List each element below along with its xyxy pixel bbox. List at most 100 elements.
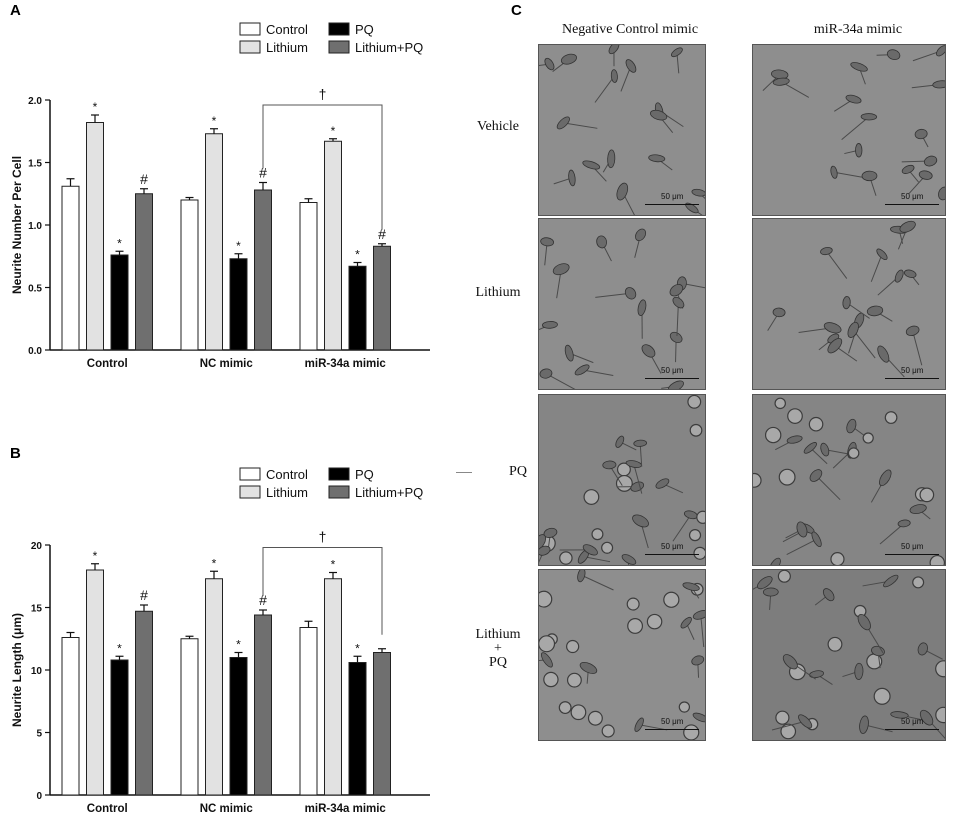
significance-mark: *	[212, 114, 217, 128]
bar	[255, 190, 272, 350]
cell-body-round	[831, 553, 844, 565]
bar	[230, 259, 247, 350]
scale-bar	[645, 378, 699, 379]
y-tick-label: 1.0	[28, 221, 42, 232]
scale-bar	[645, 729, 699, 730]
bar	[206, 579, 223, 795]
significance-mark: #	[140, 171, 148, 187]
cell-body-round	[627, 598, 639, 610]
significance-mark: *	[236, 239, 241, 253]
micrograph-texture	[753, 395, 945, 565]
cell-body-round	[628, 619, 643, 634]
row-label-line: PQ	[458, 656, 538, 670]
legend-swatch	[329, 23, 349, 35]
panel-letter-c: C	[511, 2, 522, 19]
bar	[62, 186, 79, 350]
cell-body-round	[809, 418, 822, 431]
cell-body-round	[664, 592, 679, 607]
cell-body-round	[874, 688, 890, 704]
bar	[87, 123, 104, 351]
y-axis-label: Neurite Length (μm)	[10, 613, 24, 727]
cell-body-round	[684, 725, 699, 740]
row-label-line: Lithium	[458, 628, 538, 642]
y-tick-label: 0	[36, 791, 42, 802]
y-tick-label: 0.5	[28, 284, 42, 295]
legend-swatch	[240, 23, 260, 35]
bar	[136, 611, 153, 795]
micrograph: 50 μm	[538, 218, 706, 390]
significance-mark: *	[331, 124, 336, 138]
x-tick-label: Control	[87, 803, 128, 815]
chart-neurite-number: ControlLithiumPQLithium+PQ0.00.51.01.52.…	[0, 10, 460, 390]
micrograph-texture	[539, 570, 705, 740]
bar	[374, 246, 391, 350]
cell-body-round	[647, 614, 661, 628]
cell-body-round	[560, 552, 572, 564]
cell-body-round	[848, 448, 858, 458]
cell-body	[855, 143, 862, 157]
scale-label: 50 μm	[661, 192, 683, 201]
row-label: Vehicle	[458, 120, 538, 134]
y-tick-label: 15	[31, 604, 43, 615]
cell-body-round	[539, 636, 554, 652]
cell-body-round	[779, 469, 795, 485]
bar	[181, 639, 198, 795]
significance-mark: #	[140, 587, 148, 603]
bar	[181, 200, 198, 350]
column-header: miR-34a mimic	[748, 22, 964, 38]
scale-bar	[885, 378, 939, 379]
bar	[325, 579, 342, 795]
significance-mark: *	[93, 100, 98, 114]
bar	[111, 255, 128, 350]
scale-bar	[885, 204, 939, 205]
legend-swatch	[329, 486, 349, 498]
significance-mark: *	[355, 641, 360, 655]
significance-mark: *	[93, 549, 98, 563]
cell-body-round	[778, 570, 790, 582]
significance-bracket	[263, 548, 382, 635]
cell-body-round	[936, 707, 945, 722]
chart-neurite-length: ControlLithiumPQLithium+PQ05101520Neurit…	[0, 455, 460, 835]
cell-body-round	[589, 711, 603, 725]
scale-label: 50 μm	[661, 366, 683, 375]
cell-body-round	[617, 476, 633, 492]
cell-body-round	[775, 398, 785, 408]
micrograph: 50 μm	[752, 44, 946, 216]
row-label-dash	[456, 472, 472, 473]
bar	[300, 628, 317, 796]
cell-body-round	[602, 725, 614, 737]
scale-label: 50 μm	[661, 717, 683, 726]
cell-body-round	[885, 412, 897, 424]
bar	[255, 615, 272, 795]
bar	[325, 141, 342, 350]
micrograph: 50 μm	[538, 394, 706, 566]
x-tick-label: miR-34a mimic	[305, 803, 387, 815]
cell-body-round	[568, 673, 582, 687]
legend-swatch	[240, 486, 260, 498]
cell-body-round	[559, 702, 571, 714]
x-tick-label: miR-34a mimic	[305, 358, 387, 370]
scale-label: 50 μm	[901, 542, 923, 551]
cell-body	[862, 171, 877, 181]
significance-mark: *	[117, 641, 122, 655]
y-tick-label: 10	[31, 666, 43, 677]
legend-label: Lithium	[266, 485, 308, 500]
cell-body-round	[913, 577, 924, 588]
legend-swatch	[240, 41, 260, 53]
y-tick-label: 20	[31, 541, 43, 552]
cell-body-round	[539, 591, 552, 607]
cell-body-round	[690, 530, 701, 541]
scale-label: 50 μm	[661, 542, 683, 551]
y-tick-label: 0.0	[28, 346, 42, 357]
x-tick-label: NC mimic	[200, 803, 254, 815]
micrograph: 50 μm	[752, 394, 946, 566]
scale-label: 50 μm	[901, 366, 923, 375]
micrograph: 50 μm	[752, 218, 946, 390]
significance-mark: *	[331, 558, 336, 572]
micrograph-texture	[753, 45, 945, 215]
micrograph-texture	[539, 219, 705, 389]
scale-bar	[885, 729, 939, 730]
cell-body-round	[602, 542, 613, 553]
cell-body-round	[584, 490, 599, 505]
cell-body-round	[690, 425, 702, 437]
